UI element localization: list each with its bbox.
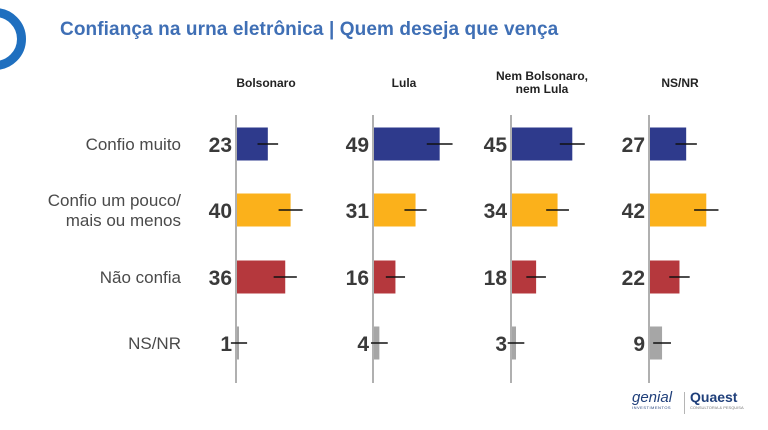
quaest-logo: Quaest CONSULTORIA & PESQUISA <box>690 390 744 411</box>
panel-header-ns-nr: NS/NR <box>661 76 699 90</box>
value-label-lula-confio-muito: 49 <box>346 134 369 157</box>
value-label-ns-nr-confio-muito: 27 <box>622 134 645 157</box>
value-label-bolsonaro-confio-um-pouco-mais-ou-menos: 40 <box>209 200 232 223</box>
genial-logo-subtext: INVESTIMENTOS <box>632 405 672 410</box>
row-label-confio-muito: Confio muito <box>86 135 181 154</box>
bar-lula-nao-confia <box>374 260 396 294</box>
value-label-lula-nao-confia: 16 <box>346 267 369 290</box>
value-label-nem-bolsonaro-nem-lula-confio-um-pouco-mais-ou-menos: 34 <box>484 200 508 223</box>
chart-title: Confiança na urna eletrônica | Quem dese… <box>60 19 559 40</box>
value-label-lula-confio-um-pouco-mais-ou-menos: 31 <box>346 200 370 223</box>
quaest-logo-subtext: CONSULTORIA & PESQUISA <box>690 405 744 410</box>
value-label-ns-nr-ns-nr: 9 <box>633 333 645 356</box>
row-label-nao-confia: Não confia <box>100 268 182 287</box>
value-label-bolsonaro-ns-nr: 1 <box>220 333 232 356</box>
value-label-nem-bolsonaro-nem-lula-nao-confia: 18 <box>484 267 508 290</box>
row-label-confio-um-pouco-mais-ou-menos: Confio um pouco/mais ou menos <box>48 191 182 230</box>
panel-header-lula: Lula <box>392 76 417 90</box>
value-label-bolsonaro-nao-confia: 36 <box>209 267 232 290</box>
value-label-ns-nr-nao-confia: 22 <box>622 267 645 290</box>
value-label-lula-ns-nr: 4 <box>357 333 369 356</box>
value-label-ns-nr-confio-um-pouco-mais-ou-menos: 42 <box>622 200 645 223</box>
genial-logo: genial INVESTIMENTOS <box>632 390 672 411</box>
value-label-nem-bolsonaro-nem-lula-confio-muito: 45 <box>484 134 508 157</box>
brand-divider <box>684 392 685 414</box>
genial-logo-text: genial <box>632 389 673 406</box>
value-label-bolsonaro-confio-muito: 23 <box>209 134 232 157</box>
value-label-nem-bolsonaro-nem-lula-ns-nr: 3 <box>495 333 507 356</box>
row-label-ns-nr: NS/NR <box>128 334 181 353</box>
panel-header-nem-bolsonaro-nem-lula: Nem Bolsonaro, nem Lula <box>496 69 588 96</box>
panel-header-bolsonaro: Bolsonaro <box>236 76 295 90</box>
quaest-logo-text: Quaest <box>690 389 738 405</box>
